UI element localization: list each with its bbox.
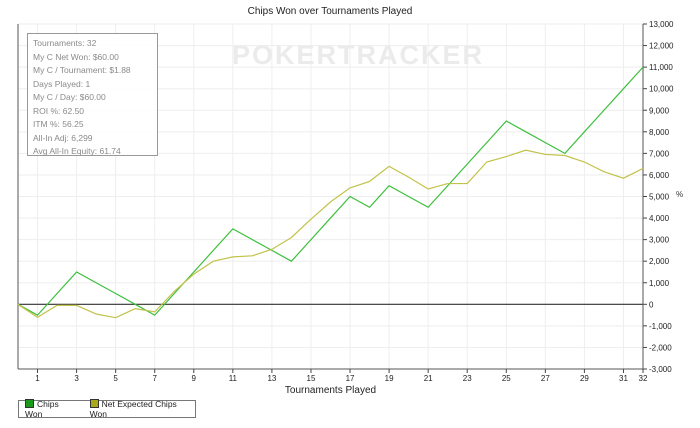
y-tick-label: 13,000 [649, 20, 674, 29]
x-tick-label: 15 [307, 374, 316, 383]
legend-item-net-expected[interactable]: Net Expected Chips Won [89, 399, 195, 419]
x-tick-label: 13 [267, 374, 276, 383]
x-tick-label: 23 [463, 374, 472, 383]
stat-net-won: My C Net Won: $60.00 [33, 51, 119, 62]
y-tick-label: -2,000 [649, 343, 672, 352]
x-tick-label: 1 [35, 374, 40, 383]
stat-itm: ITM %: 56.25 [33, 119, 84, 129]
y-tick-label: 12,000 [649, 42, 674, 51]
x-tick-label: 7 [152, 374, 157, 383]
x-tick-label: 5 [113, 374, 118, 383]
x-tick-label: 29 [580, 374, 589, 383]
legend: Chips Won Net Expected Chips Won [18, 399, 196, 419]
stat-avg-allin-equity: Avg All-In Equity: 61.74 [33, 146, 121, 156]
stat-tournaments: Tournaments: 32 [33, 38, 97, 48]
legend-label: Net Expected Chips Won [89, 399, 177, 419]
legend-item-chips-won[interactable]: Chips Won [25, 399, 78, 419]
y-tick-label: 7,000 [649, 149, 670, 158]
y-tick-label: 5,000 [649, 193, 670, 202]
x-tick-label: 31 [619, 374, 628, 383]
y-tick-label: 2,000 [649, 257, 670, 266]
y-tick-label: 0 [649, 300, 654, 309]
stat-days-played: Days Played: 1 [33, 78, 91, 89]
y-tick-label: 8,000 [649, 128, 670, 137]
y-tick-label: 1,000 [649, 279, 670, 288]
y-tick-label: 6,000 [649, 171, 670, 180]
x-axis-label: Tournaments Played [284, 385, 377, 396]
y-tick-label: 9,000 [649, 106, 670, 115]
x-tick-label: 27 [541, 374, 550, 383]
legend-label: Chips Won [25, 399, 59, 419]
stat-per-tournament: My C / Tournament: $1.88 [33, 65, 131, 75]
y-tick-label: -1,000 [649, 322, 672, 331]
pokertracker-watermark-logo: POKERTRACKER [232, 40, 485, 70]
x-tick-label: 32 [639, 374, 648, 383]
y-tick-label: 4,000 [649, 214, 670, 223]
stat-allin-adj: All-In Adj: 6,299 [33, 132, 93, 143]
y-tick-label: 3,000 [649, 236, 670, 245]
x-tick-label: 17 [346, 374, 355, 383]
y-axis-label: % [676, 190, 684, 199]
stat-roi: ROI %: 62.50 [33, 105, 85, 116]
x-tick-label: 9 [192, 374, 197, 383]
x-tick-label: 11 [229, 374, 238, 383]
x-tick-label: 25 [502, 374, 511, 383]
stats-box: Tournaments: 32 My C Net Won: $60.00 My … [27, 33, 158, 156]
y-tick-label: -3,000 [649, 365, 672, 374]
x-tick-label: 3 [74, 374, 79, 383]
y-tick-label: 10,000 [649, 85, 674, 94]
y-tick-label: 11,000 [649, 63, 673, 72]
chart-title: Chips Won over Tournaments Played [247, 6, 413, 17]
stat-per-day: My C / Day: $60.00 [33, 92, 106, 102]
x-tick-label: 19 [385, 374, 394, 383]
legend-swatch-net-expected [89, 399, 99, 408]
legend-swatch-chips-won [25, 399, 34, 408]
x-tick-label: 21 [424, 374, 433, 383]
